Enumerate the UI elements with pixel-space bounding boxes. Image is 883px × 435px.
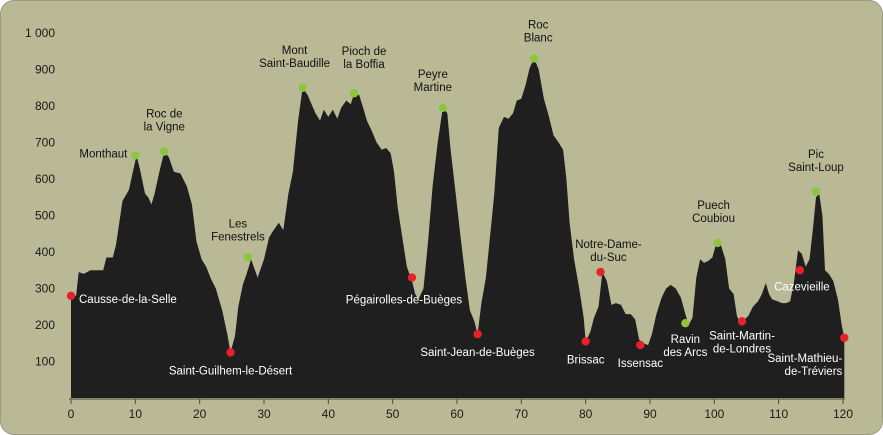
- summit-marker: [349, 89, 359, 98]
- elevation-profile-area: [71, 58, 845, 398]
- waypoint-label: Roc de la Vigne: [144, 109, 185, 134]
- waypoint-label: Pioch de la Boffia: [342, 46, 387, 71]
- waypoint-label: Monthaut: [79, 148, 128, 160]
- x-tick-label: 100: [704, 407, 724, 421]
- y-tick-label: 200: [35, 318, 55, 332]
- x-tick-label: 110: [769, 407, 788, 421]
- summit-marker: [160, 147, 169, 156]
- waypoint-label: Issensac: [618, 358, 664, 370]
- pass-marker: [473, 329, 482, 339]
- x-tick-label: 0: [68, 407, 75, 421]
- summit-marker: [811, 187, 821, 196]
- y-tick-label: 800: [35, 99, 55, 113]
- waypoint-label: Cazevieille: [774, 281, 830, 293]
- summit-marker: [438, 103, 448, 113]
- waypoint-label: Brissac: [567, 354, 605, 366]
- y-tick-label: 300: [35, 282, 55, 296]
- x-tick-label: 30: [257, 407, 271, 421]
- x-tick-label: 80: [579, 407, 593, 421]
- pass-marker: [795, 266, 805, 275]
- pass-marker: [596, 267, 605, 277]
- x-tick-label: 20: [193, 407, 207, 421]
- summit-marker: [713, 238, 722, 248]
- y-tick-label: 400: [35, 245, 55, 259]
- waypoint-label: Pégairolles-de-Buèges: [346, 295, 463, 307]
- summit-marker: [681, 318, 690, 328]
- waypoint-label: Saint-Martin-de-Londres: [709, 330, 775, 355]
- summit-marker: [243, 253, 253, 262]
- waypoint-label: Roc Blanc: [524, 20, 553, 45]
- waypoint-label: Causse-de-la-Selle: [79, 294, 177, 306]
- pass-marker: [636, 340, 645, 350]
- summit-marker: [131, 151, 140, 160]
- y-tick-label: 900: [35, 63, 55, 77]
- waypoint-label: Ravin des Arcs: [663, 334, 707, 359]
- x-tick-label: 60: [450, 407, 464, 421]
- summit-marker: [530, 54, 539, 63]
- y-tick-label: 500: [35, 209, 55, 223]
- waypoint-label: Mont Saint-Baudille: [259, 45, 330, 70]
- x-tick-label: 120: [833, 407, 853, 421]
- waypoint-label: Peyre Martine: [414, 69, 452, 94]
- waypoint-label: Notre-Dame-du-Suc: [575, 239, 642, 264]
- pass-marker: [737, 317, 747, 326]
- waypoint-label: Pic Saint-Loup: [788, 149, 844, 174]
- waypoint-label: Saint-Mathieu-de-Tréviers: [767, 353, 842, 378]
- waypoint-label: Puech Coubiou: [692, 200, 735, 225]
- x-tick-label: 90: [643, 407, 657, 421]
- y-tick-label: 700: [35, 136, 55, 150]
- waypoint-label: Les Fenestrels: [211, 218, 265, 243]
- y-tick-label: 1 000: [25, 26, 55, 40]
- pass-marker: [226, 348, 235, 357]
- waypoint-label: Saint-Jean-de-Buèges: [420, 347, 535, 359]
- x-tick-label: 10: [129, 407, 143, 421]
- y-tick-label: 600: [35, 172, 55, 186]
- y-tick-label: 100: [35, 355, 55, 369]
- pass-marker: [840, 333, 849, 342]
- waypoint-label: Saint-Guilhem-le-Désert: [169, 365, 293, 377]
- x-tick-label: 70: [515, 407, 529, 421]
- x-tick-label: 40: [322, 407, 336, 421]
- pass-marker: [581, 337, 590, 346]
- pass-marker: [66, 291, 76, 300]
- pass-marker: [407, 273, 417, 282]
- x-tick-label: 50: [386, 407, 400, 421]
- summit-marker: [298, 83, 307, 92]
